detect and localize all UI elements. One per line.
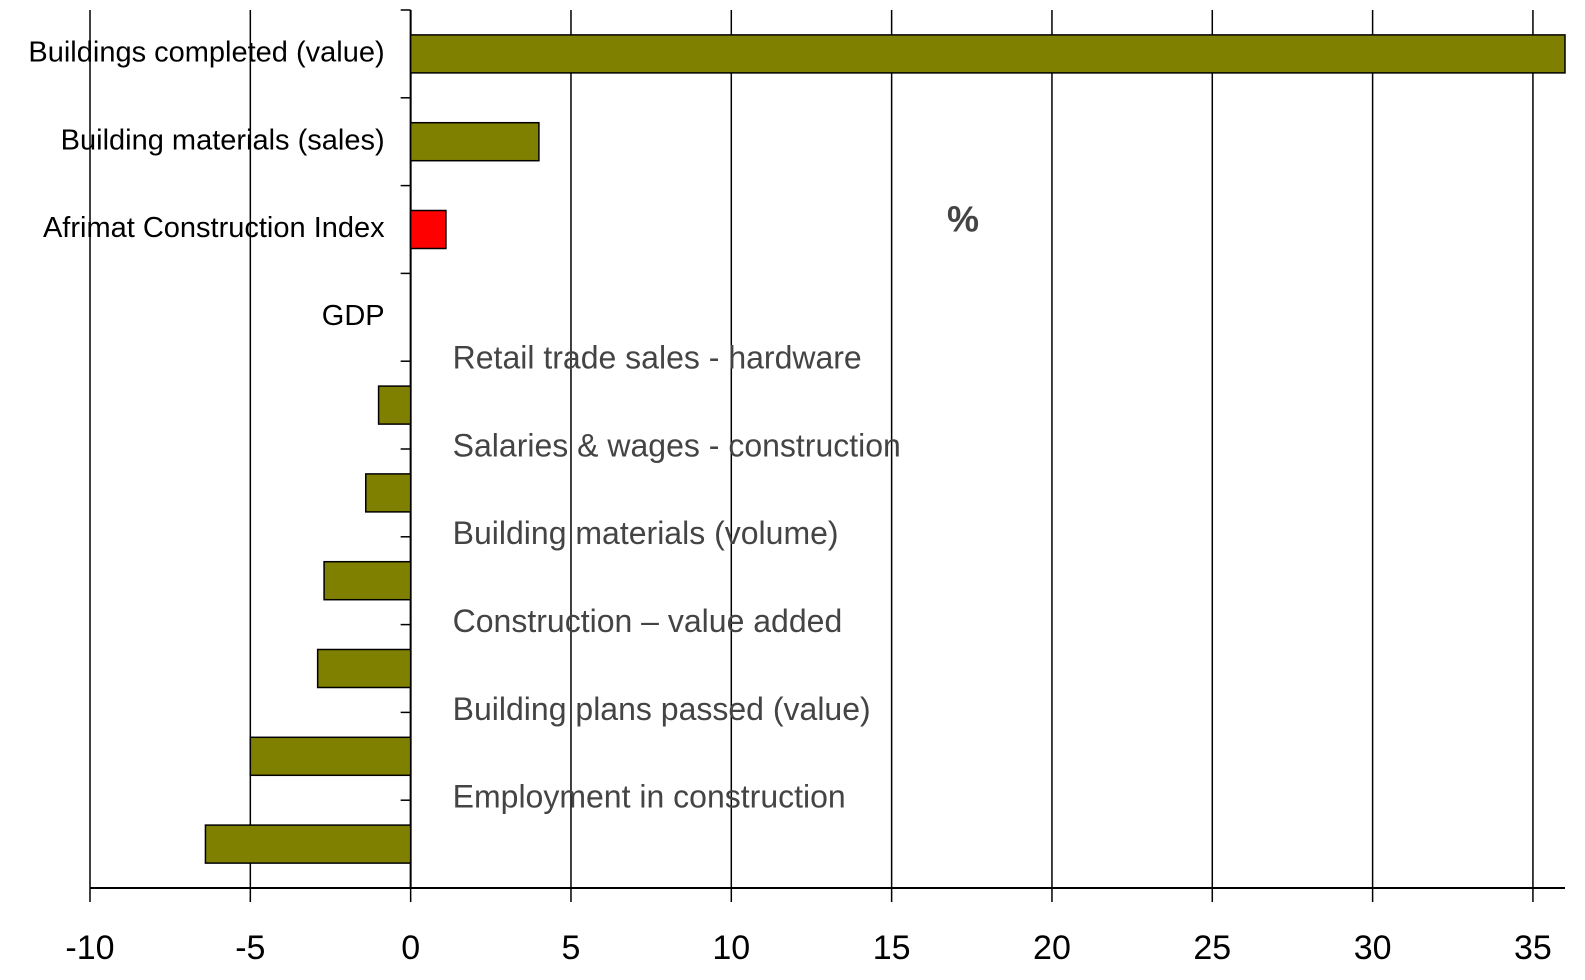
y-tick-label: Retail trade sales - hardware [453, 340, 862, 376]
y-tick-label: Afrimat Construction Index [43, 212, 385, 244]
y-tick-label: Building materials (sales) [61, 124, 385, 156]
y-tick-label: GDP [322, 300, 385, 332]
y-tick-label: Building plans passed (value) [453, 691, 871, 727]
y-tick-label: Building materials (volume) [453, 515, 839, 551]
y-tick-label: Buildings completed (value) [28, 37, 384, 69]
bar [409, 34, 1566, 74]
bar [409, 209, 447, 250]
y-tick-label: Salaries & wages - construction [453, 427, 901, 463]
x-tick-label: 0 [401, 929, 420, 967]
bar [204, 824, 412, 864]
x-tick-label: 20 [1033, 929, 1071, 967]
bar [316, 648, 412, 689]
x-tick-label: 25 [1193, 929, 1231, 967]
bar [365, 473, 412, 513]
x-tick-label: -5 [235, 929, 265, 967]
bar [323, 560, 412, 601]
x-tick-label: 15 [873, 929, 911, 967]
x-tick-label: 30 [1354, 929, 1392, 967]
x-tick-label: -10 [65, 929, 114, 967]
bar [409, 121, 540, 162]
x-tick-label: 10 [712, 929, 750, 967]
x-tick-label: 35 [1514, 929, 1552, 967]
bar [377, 385, 412, 425]
x-tick-label: 5 [562, 929, 581, 967]
annotation: % [947, 199, 979, 240]
bar [249, 736, 412, 777]
y-tick-label: Construction – value added [453, 603, 843, 639]
y-tick-label: Employment in construction [453, 779, 846, 815]
